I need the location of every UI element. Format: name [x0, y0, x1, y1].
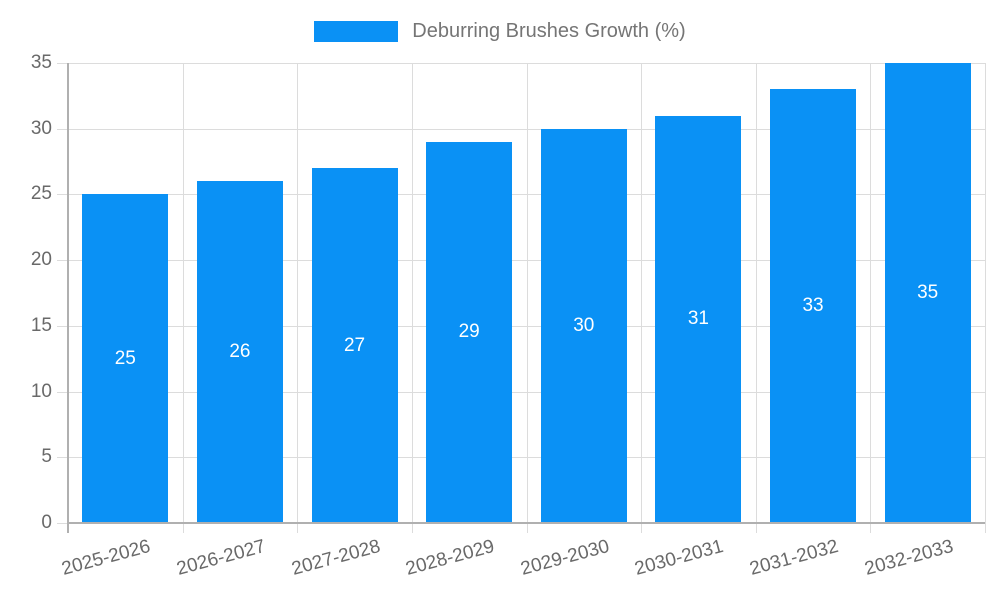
- y-tick-label: 10: [30, 380, 52, 402]
- bar[interactable]: [540, 128, 627, 522]
- bar[interactable]: [770, 89, 857, 522]
- gridline-vertical: [870, 63, 872, 533]
- y-tick-label: 25: [30, 183, 52, 205]
- legend-label: Deburring Brushes Growth (%): [412, 20, 686, 42]
- bar-value-label: 35: [917, 282, 939, 303]
- bar[interactable]: [82, 194, 169, 522]
- legend[interactable]: Deburring Brushes Growth (%): [0, 14, 1000, 48]
- bar[interactable]: [196, 181, 283, 522]
- gridline-horizontal: [57, 325, 985, 327]
- x-axis-baseline: [68, 522, 985, 524]
- bar-value-label: 25: [114, 347, 136, 369]
- bar-value-label: 27: [343, 334, 366, 356]
- bar[interactable]: [655, 115, 742, 522]
- gridline-horizontal: [57, 391, 985, 393]
- bar-value-label: 26: [229, 341, 251, 363]
- y-axis-line: [67, 63, 69, 533]
- bar-value-label: 33: [802, 295, 824, 317]
- gridline-horizontal: [57, 63, 985, 64]
- gridline-vertical: [985, 63, 986, 533]
- bar-value-label: 29: [458, 321, 480, 343]
- bar[interactable]: [426, 141, 513, 522]
- gridline-horizontal: [57, 457, 985, 459]
- y-tick-label: 20: [30, 249, 52, 271]
- gridline-horizontal: [57, 260, 985, 262]
- legend-swatch: [314, 20, 399, 42]
- gridline-vertical: [641, 63, 643, 533]
- gridline-horizontal: [57, 194, 985, 196]
- y-tick-label: 30: [30, 117, 52, 139]
- y-tick-label: 5: [41, 446, 52, 468]
- y-tick-label: 0: [41, 512, 52, 533]
- gridline-vertical: [297, 63, 299, 533]
- bar-value-label: 30: [573, 314, 595, 336]
- gridline-vertical: [755, 63, 757, 533]
- gridline-vertical: [526, 63, 528, 533]
- bar-value-label: 31: [687, 308, 709, 330]
- bar[interactable]: [311, 168, 398, 522]
- y-tick-label: 15: [30, 314, 52, 336]
- gridline-vertical: [182, 63, 184, 533]
- gridline-horizontal: [57, 128, 985, 130]
- gridline-vertical: [411, 63, 413, 533]
- bar[interactable]: [884, 63, 971, 522]
- y-tick-label: 35: [30, 52, 52, 73]
